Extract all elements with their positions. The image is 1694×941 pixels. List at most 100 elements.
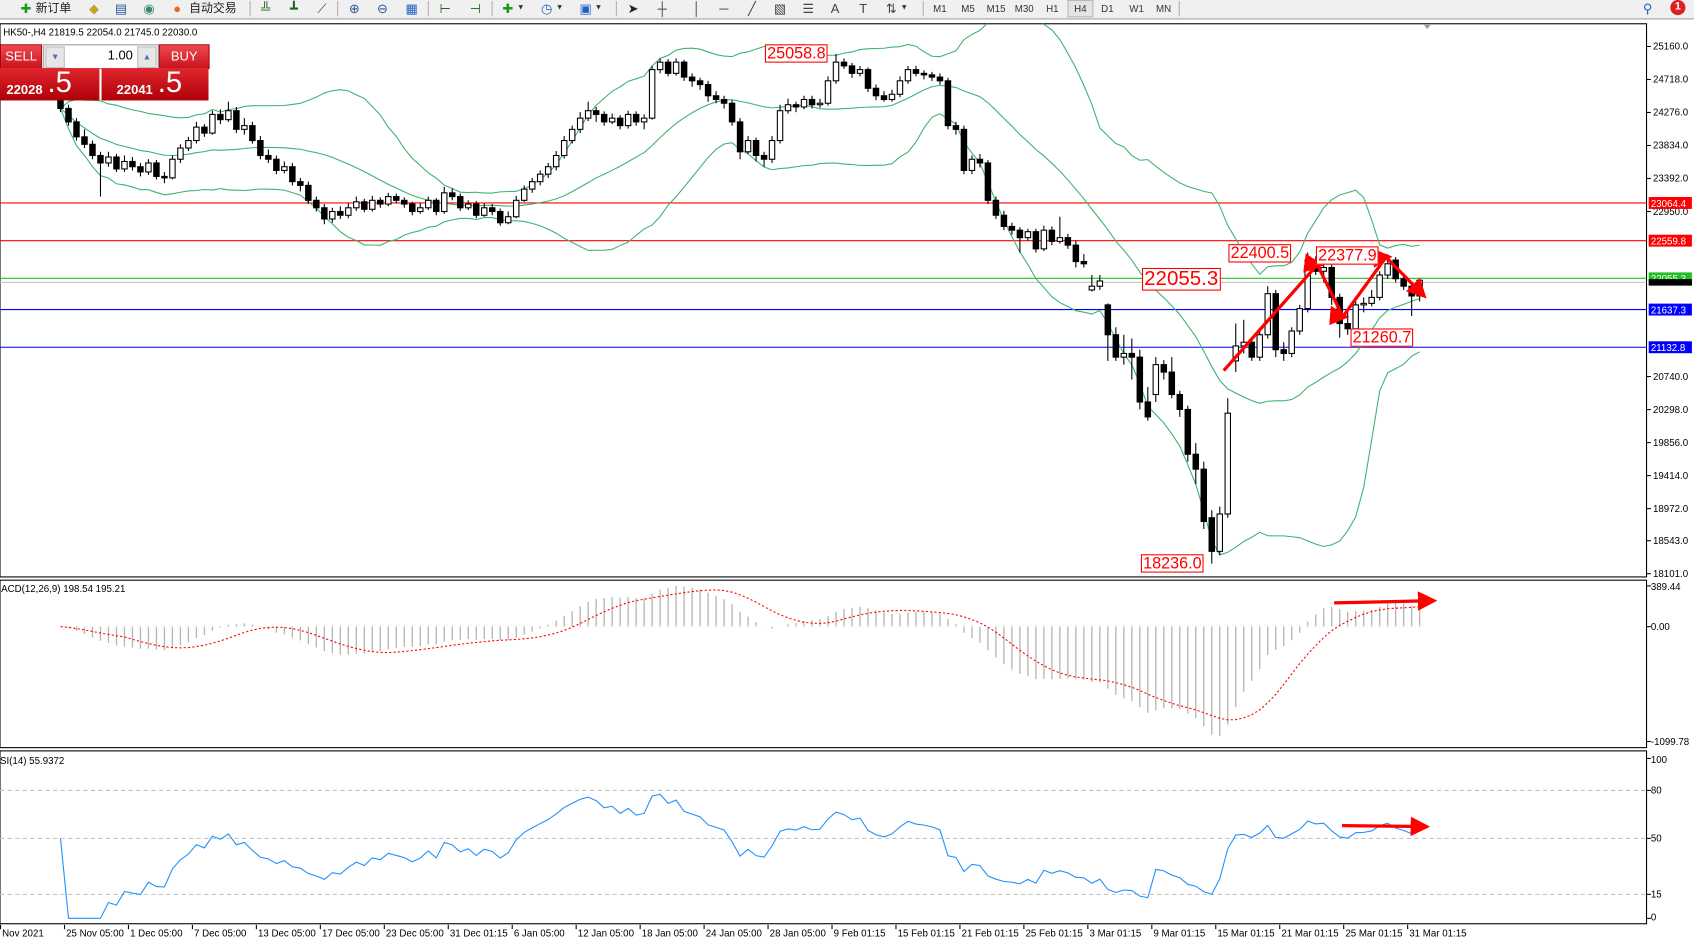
candle-bullish (1304, 259, 1311, 310)
price-axis-label: 23834.0 (1653, 141, 1689, 152)
candle-bearish (728, 102, 736, 123)
timeframe-m15[interactable]: M15 (986, 3, 1006, 15)
bollinger-middle-band (60, 84, 1420, 404)
timeframe-m1[interactable]: M1 (933, 3, 947, 15)
candle-bullish (185, 140, 192, 149)
text-icon[interactable]: A (830, 1, 840, 17)
candle-bearish (936, 76, 944, 82)
tile-windows-icon[interactable]: ▦ (405, 1, 418, 17)
chart-shift-marker-icon[interactable] (1423, 24, 1431, 30)
annotation-peak-1[interactable]: 22400.5 (1228, 244, 1292, 263)
candle-bearish (249, 125, 256, 142)
candle-bullish (608, 117, 616, 123)
new-order-icon[interactable]: ✚ (20, 1, 32, 17)
lot-size-value[interactable]: 1.00 (107, 47, 133, 63)
candle-bearish (880, 95, 888, 101)
auto-trading-button[interactable]: 自动交易 (189, 2, 237, 16)
ask-price[interactable]: 22041 .5 (101, 66, 209, 101)
lot-decrease-button[interactable]: ▼ (45, 46, 65, 69)
candle-bearish (129, 160, 136, 168)
arrows-icon[interactable]: ⇅ (885, 1, 897, 17)
candle-bullish (353, 201, 360, 209)
candlesticks-icon[interactable]: ┻ (289, 1, 298, 17)
auto-trading-icon[interactable]: ● (173, 1, 182, 17)
vertical-line-icon[interactable]: │ (692, 1, 701, 17)
candle-bullish (568, 128, 576, 142)
timeframe-h1[interactable]: H1 (1046, 3, 1059, 15)
candle-bearish (1128, 352, 1136, 358)
candle-bearish (1112, 334, 1120, 358)
horizontal-line-icon[interactable]: ─ (719, 1, 729, 17)
chevron-down-icon[interactable]: ▼ (555, 4, 564, 12)
signals-icon[interactable]: ◉ (143, 1, 155, 17)
search-icon[interactable]: ⚲ (1642, 1, 1653, 17)
price-level-tag (1648, 341, 1692, 354)
chart-shift-icon[interactable]: ⊢ (439, 1, 451, 17)
candle-bullish (1024, 231, 1032, 239)
timeframe-w1[interactable]: W1 (1129, 3, 1144, 15)
candle-bearish (1280, 349, 1287, 354)
trendline-icon[interactable]: ╱ (748, 1, 756, 17)
line-chart-icon[interactable]: ⟋ (317, 1, 327, 17)
auto-scroll-icon[interactable]: ⊣ (469, 1, 482, 17)
bid-price[interactable]: 22028 .5 (0, 66, 100, 101)
candle-bullish (520, 188, 528, 201)
zoom-in-icon[interactable]: ⊕ (348, 1, 360, 17)
candle-bullish (576, 117, 584, 130)
annotation-peak-2[interactable]: 22377.9 (1315, 246, 1379, 265)
buy-button[interactable]: BUY (158, 44, 210, 70)
history-center-icon[interactable]: ◆ (88, 1, 99, 17)
candle-bearish (81, 136, 88, 145)
lot-increase-button[interactable]: ▲ (137, 46, 157, 69)
candle-bullish (345, 207, 352, 216)
chevron-down-icon[interactable]: ▼ (900, 4, 909, 12)
indicators-icon[interactable]: ✚ (502, 1, 514, 17)
chevron-down-icon[interactable]: ▼ (517, 4, 525, 12)
rsi-arrow (1342, 816, 1431, 837)
templates-icon[interactable]: ▣ (579, 1, 592, 17)
candle-bearish (65, 107, 72, 123)
timeframe-d1[interactable]: D1 (1101, 3, 1114, 15)
candle-bearish (792, 104, 800, 108)
timeframe-h4[interactable]: H4 (1067, 0, 1094, 18)
zoom-out-icon[interactable]: ⊖ (377, 1, 388, 17)
annotation-level[interactable]: 22055.3 (1141, 267, 1221, 291)
main-series (0, 23, 1647, 564)
candle-bearish (984, 162, 992, 201)
new-order-button[interactable]: 新订单 (35, 2, 72, 16)
price-axis-label: 18972.0 (1653, 504, 1689, 515)
periods-icon[interactable]: ◷ (541, 1, 553, 17)
annotation-trough[interactable]: 21260.7 (1350, 328, 1414, 347)
date-axis-label: 31 Mar 01:15 (1409, 929, 1466, 940)
text-label-icon[interactable]: T (859, 1, 868, 17)
rsi-axis-label: 50 (1651, 834, 1662, 845)
candle-bullish (329, 210, 336, 220)
notification-badge[interactable]: 1 (1670, 0, 1686, 16)
chevron-down-icon[interactable]: ▼ (594, 4, 603, 12)
bar-chart-icon[interactable]: ╩ (261, 1, 271, 17)
trend-arrow (1222, 248, 1427, 372)
equidistant-channel-icon[interactable]: ▧ (773, 1, 787, 17)
fibonacci-icon[interactable]: ☰ (802, 1, 814, 17)
toolbar-separator (427, 1, 429, 17)
annotation-high[interactable]: 25058.8 (764, 44, 828, 63)
sell-button[interactable]: SELL (0, 44, 43, 70)
annotation-low[interactable]: 18236.0 (1140, 554, 1204, 573)
price-level-tag (1648, 197, 1692, 209)
timeframe-m5[interactable]: M5 (961, 3, 975, 15)
candle-bearish (488, 207, 496, 213)
timeframe-mn[interactable]: MN (1156, 3, 1172, 15)
candle-bearish (1032, 231, 1040, 250)
timeframe-m30[interactable]: M30 (1014, 3, 1034, 15)
candle-bearish (89, 143, 96, 157)
cursor-icon[interactable]: ➤ (627, 1, 639, 17)
crosshair-icon[interactable]: ┼ (657, 1, 667, 17)
metaeditor-icon[interactable]: ▤ (114, 1, 128, 17)
candle-bullish (281, 166, 288, 171)
candle-bearish (161, 175, 168, 179)
candle-bullish (544, 166, 552, 175)
lot-size-field[interactable]: ▼ 1.00 ▲ (43, 44, 159, 70)
toolbar-separator (922, 1, 924, 17)
